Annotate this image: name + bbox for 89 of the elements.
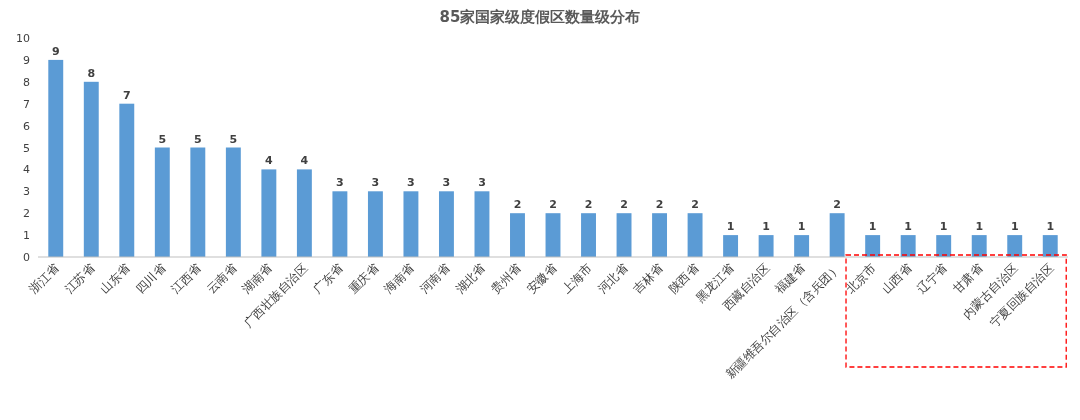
data-label: 5 bbox=[229, 132, 238, 146]
data-label: 1 bbox=[939, 220, 948, 234]
data-label: 2 bbox=[833, 198, 841, 212]
data-label: 1 bbox=[1046, 220, 1055, 234]
data-label: 1 bbox=[1010, 220, 1019, 234]
data-label: 4 bbox=[300, 154, 309, 168]
x-tick-label: 河北省 bbox=[594, 261, 631, 297]
bar bbox=[971, 235, 987, 257]
data-label: 3 bbox=[442, 176, 451, 190]
bar bbox=[581, 213, 596, 257]
y-tick-label: 2 bbox=[23, 207, 30, 221]
y-tick-label: 3 bbox=[23, 185, 30, 199]
bar bbox=[190, 147, 206, 257]
data-label: 1 bbox=[797, 220, 806, 234]
data-label: 1 bbox=[726, 220, 735, 234]
x-tick-label: 山东省 bbox=[97, 261, 133, 297]
bar bbox=[900, 235, 916, 257]
x-tick-label: 辽宁省 bbox=[914, 261, 950, 297]
x-tick-label: 江苏省 bbox=[62, 261, 98, 297]
data-label: 7 bbox=[122, 88, 131, 102]
data-label: 1 bbox=[975, 220, 984, 234]
bar bbox=[474, 191, 490, 257]
x-tick-label: 吉林省 bbox=[630, 261, 666, 297]
bar bbox=[83, 81, 99, 257]
data-label: 2 bbox=[584, 198, 593, 212]
bar bbox=[403, 191, 419, 257]
x-tick-label: 重庆省 bbox=[346, 261, 382, 297]
y-tick-label: 5 bbox=[23, 141, 30, 155]
x-tick-label: 海南省 bbox=[381, 261, 418, 297]
bar bbox=[438, 191, 454, 257]
y-tick-label: 1 bbox=[23, 229, 30, 243]
bar bbox=[261, 169, 277, 257]
x-tick-label: 广东省 bbox=[310, 261, 347, 297]
bar bbox=[225, 147, 241, 257]
x-tick-label: 湖北省 bbox=[452, 261, 489, 297]
data-label: 3 bbox=[336, 176, 344, 190]
bar bbox=[510, 213, 525, 257]
data-label: 1 bbox=[868, 220, 877, 234]
bar bbox=[616, 213, 632, 257]
x-tick-label: 北京市 bbox=[843, 261, 879, 297]
data-label: 1 bbox=[904, 220, 912, 234]
data-label: 2 bbox=[549, 198, 557, 212]
y-tick-label: 7 bbox=[23, 97, 30, 111]
y-tick-label: 8 bbox=[23, 75, 30, 89]
data-label: 2 bbox=[620, 198, 628, 212]
data-label: 8 bbox=[87, 66, 96, 80]
chart-title: 85家国家级度假区数量级分布 bbox=[439, 8, 641, 26]
bar bbox=[936, 235, 952, 257]
y-tick-label: 0 bbox=[23, 251, 30, 264]
data-label: 3 bbox=[478, 176, 486, 190]
bar bbox=[296, 169, 312, 257]
data-label: 2 bbox=[513, 198, 522, 212]
bar bbox=[723, 235, 739, 257]
bar bbox=[1007, 235, 1023, 257]
x-tick-label: 安徽省 bbox=[523, 261, 560, 297]
x-tick-label: 上海市 bbox=[559, 261, 595, 297]
x-tick-label: 四川省 bbox=[133, 261, 169, 297]
y-tick-label: 10 bbox=[16, 32, 30, 45]
bar bbox=[154, 147, 170, 257]
bar bbox=[758, 235, 774, 257]
data-label: 5 bbox=[158, 132, 167, 146]
data-label: 2 bbox=[691, 198, 699, 212]
bar bbox=[367, 191, 383, 257]
y-tick-label: 6 bbox=[23, 119, 30, 133]
y-tick-label: 4 bbox=[23, 163, 30, 177]
x-tick-label: 浙江省 bbox=[26, 261, 62, 297]
bar bbox=[687, 213, 703, 257]
bar bbox=[652, 213, 668, 257]
bar bbox=[829, 213, 845, 257]
bar bbox=[794, 235, 810, 257]
x-tick-label: 贵州省 bbox=[488, 261, 524, 297]
data-label: 3 bbox=[407, 176, 415, 190]
x-tick-label: 江西省 bbox=[168, 261, 204, 297]
data-label: 2 bbox=[655, 198, 664, 212]
bar bbox=[1042, 235, 1058, 257]
data-label: 4 bbox=[265, 154, 274, 168]
data-label: 3 bbox=[371, 176, 380, 190]
data-label: 9 bbox=[51, 44, 60, 58]
bar bbox=[332, 191, 348, 257]
data-label: 1 bbox=[762, 220, 770, 234]
bar bbox=[545, 213, 561, 257]
bar bbox=[119, 103, 135, 257]
bar bbox=[865, 235, 881, 257]
y-tick-label: 9 bbox=[23, 53, 30, 67]
bar bbox=[48, 59, 64, 257]
data-label: 5 bbox=[194, 132, 202, 146]
x-tick-label: 山西省 bbox=[878, 261, 915, 297]
x-tick-label: 河南省 bbox=[417, 261, 453, 297]
x-tick-label: 云南省 bbox=[204, 261, 240, 297]
